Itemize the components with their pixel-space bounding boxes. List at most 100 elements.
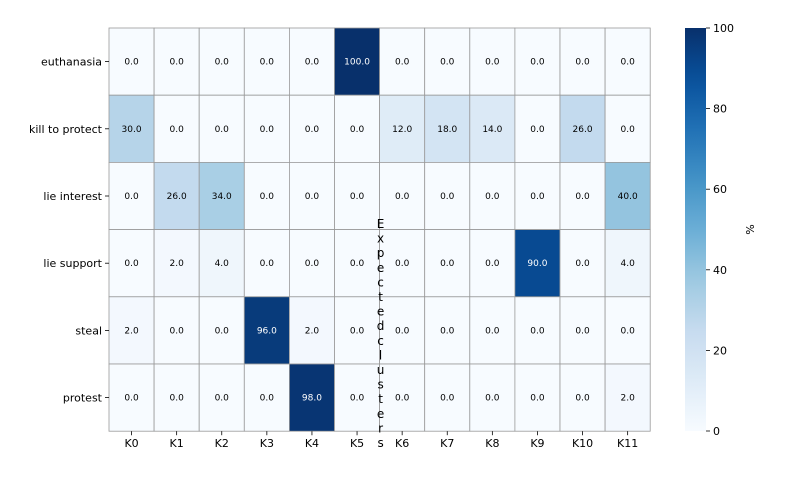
heatmap-cell [334, 363, 380, 432]
cell-value-label: 34.0 [212, 192, 232, 202]
heatmap-cell [514, 229, 561, 298]
cell-value-label: 0.0 [530, 125, 545, 135]
cell-value-label: 0.0 [485, 326, 500, 336]
cell-value-label: 98.0 [302, 394, 322, 404]
heatmap-cell [108, 27, 155, 96]
cell-value-label: 2.0 [124, 326, 139, 336]
cell-value-label: 0.0 [124, 394, 139, 404]
heatmap-cell [334, 94, 380, 163]
cell-value-label: 4.0 [215, 259, 230, 269]
column-label: K2 [215, 437, 229, 450]
column-label: K0 [124, 437, 138, 450]
cell-value-label: 0.0 [395, 259, 410, 269]
cell-value-label: 0.0 [169, 394, 184, 404]
heatmap-cell [198, 229, 245, 298]
cell-value-label: 0.0 [305, 58, 320, 68]
heatmap-cell [243, 363, 290, 432]
column-label: K6 [395, 437, 409, 450]
cell-value-label: 0.0 [575, 326, 590, 336]
heatmap-cell [379, 229, 426, 298]
cell-value-label: 0.0 [350, 192, 365, 202]
cell-value-label: 0.0 [260, 192, 275, 202]
cell-value-label: 0.0 [440, 259, 455, 269]
cell-value-label: 0.0 [620, 125, 635, 135]
cell-value-label: 0.0 [530, 326, 545, 336]
cell-value-label: 0.0 [260, 394, 275, 404]
heatmap-cell [604, 94, 651, 163]
heatmap-cell [424, 363, 471, 432]
heatmap-cell [198, 161, 245, 230]
cell-value-label: 0.0 [350, 394, 365, 404]
cell-value-label: 2.0 [620, 394, 635, 404]
cell-value-label: 2.0 [305, 326, 320, 336]
cell-value-label: 0.0 [124, 259, 139, 269]
row-label: steal [75, 324, 102, 337]
cell-value-label: 0.0 [530, 58, 545, 68]
cell-value-label: 0.0 [124, 192, 139, 202]
heatmap-cell [559, 229, 606, 298]
cell-value-label: 0.0 [260, 125, 275, 135]
cell-value-label: 12.0 [392, 125, 412, 135]
cell-value-label: 26.0 [573, 125, 593, 135]
cell-value-label: 0.0 [215, 326, 230, 336]
cell-value-label: 0.0 [485, 58, 500, 68]
cell-value-label: 0.0 [215, 58, 230, 68]
cell-value-label: 0.0 [169, 125, 184, 135]
heatmap-cell [153, 94, 200, 163]
heatmap-cell [243, 27, 290, 96]
row-tick-labels: euthanasia kill to protect lie interest lie… [29, 56, 109, 405]
cell-value-label: 0.0 [395, 394, 410, 404]
cell-value-label: 2.0 [169, 259, 184, 269]
heatmap-cell [379, 161, 426, 230]
heatmap-cell [334, 229, 380, 298]
cell-value-label: 0.0 [305, 259, 320, 269]
cell-value-label: 0.0 [260, 58, 275, 68]
column-label: K1 [170, 437, 184, 450]
cell-value-label: 0.0 [350, 125, 365, 135]
cell-value-label: 0.0 [124, 58, 139, 68]
row-label: euthanasia [41, 56, 102, 69]
cell-value-label: 0.0 [215, 394, 230, 404]
cell-value-label: 0.0 [350, 326, 365, 336]
column-label: K9 [530, 437, 544, 450]
cell-value-label: 0.0 [305, 192, 320, 202]
heatmap-cell [334, 296, 380, 365]
heatmap-cell [108, 363, 155, 432]
cell-value-label: 0.0 [485, 192, 500, 202]
cell-value-label: 18.0 [437, 125, 457, 135]
heatmap-cell [604, 229, 651, 298]
heatmap-cell [108, 229, 155, 298]
heatmap-cell [469, 94, 516, 163]
heatmap-cell [379, 94, 426, 163]
heatmap-cell [288, 94, 335, 163]
row-label: lie interest [43, 190, 102, 203]
colorbar-gradient [685, 28, 706, 431]
heatmap-cell [559, 94, 606, 163]
cell-value-label: 0.0 [440, 326, 455, 336]
heatmap-cell [514, 27, 561, 96]
cell-value-label: 0.0 [620, 58, 635, 68]
cell-value-label: 0.0 [485, 259, 500, 269]
cell-value-label: 0.0 [575, 58, 590, 68]
colorbar-tick-label: 100 [713, 22, 734, 35]
heatmap-cell [604, 161, 651, 230]
heatmap-cells [108, 27, 651, 432]
cell-value-label: 0.0 [169, 326, 184, 336]
column-label: K10 [572, 437, 593, 450]
heatmap-cell [288, 296, 335, 365]
cell-value-label: 0.0 [575, 259, 590, 269]
cell-value-label: 14.0 [482, 125, 502, 135]
column-tick-labels: K0 K1 K2 K3 K4 K5 K6 K7 K8 K9 K10 K11 [124, 431, 638, 450]
heatmap-cell [559, 296, 606, 365]
heatmap-cell [379, 296, 426, 365]
heatmap-cell [424, 296, 471, 365]
column-label: K8 [485, 437, 499, 450]
cell-value-label: 96.0 [257, 326, 277, 336]
heatmap-cell [243, 229, 290, 298]
cell-value-label: 0.0 [440, 192, 455, 202]
row-label: kill to protect [29, 123, 103, 136]
cell-value-label: 0.0 [620, 326, 635, 336]
